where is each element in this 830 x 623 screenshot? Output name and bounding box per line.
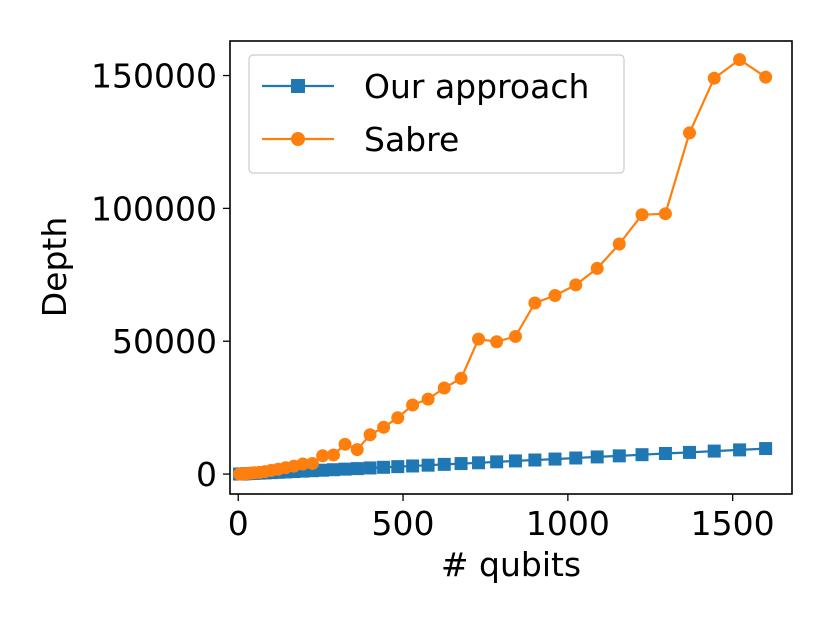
data-point (327, 463, 341, 477)
data-point (296, 457, 310, 471)
x-tick-label: 0 (228, 504, 249, 543)
data-point (569, 451, 583, 465)
data-point (548, 289, 562, 303)
data-point (406, 398, 420, 412)
data-point (548, 452, 562, 466)
data-point (490, 455, 504, 469)
data-point (528, 453, 542, 467)
data-point (707, 71, 721, 85)
data-point (635, 208, 649, 222)
x-tick-label: 1500 (691, 504, 775, 543)
data-point (682, 126, 696, 140)
y-tick-label: 150000 (91, 57, 217, 96)
series-layer (233, 53, 773, 481)
data-point (635, 448, 649, 462)
data-point (682, 445, 696, 459)
data-point (350, 462, 364, 476)
x-tick-label: 500 (372, 504, 435, 543)
plot-frame (229, 40, 793, 495)
data-point (338, 437, 352, 451)
legend-marker-our-approach (291, 79, 305, 93)
data-point (508, 329, 522, 343)
data-point (350, 443, 364, 457)
data-point (454, 371, 468, 385)
data-point (406, 459, 420, 473)
data-point (733, 53, 747, 67)
data-point (316, 463, 330, 477)
y-tick-label: 100000 (91, 189, 217, 228)
y-tick-label: 50000 (112, 322, 217, 361)
legend-box (248, 54, 625, 174)
legend-marker-sabre (291, 132, 305, 146)
data-point (759, 70, 773, 84)
data-point (590, 450, 604, 464)
data-point (421, 392, 435, 406)
data-point (421, 458, 435, 472)
data-point (612, 449, 626, 463)
data-point (377, 460, 391, 474)
data-point (759, 442, 773, 456)
data-point (490, 335, 504, 349)
x-tick-label: 1000 (526, 504, 610, 543)
data-point (590, 261, 604, 275)
legend-label-our-approach: Our approach (364, 67, 589, 106)
data-point (305, 456, 319, 470)
data-point (437, 381, 451, 395)
data-point (338, 462, 352, 476)
data-point (658, 446, 672, 460)
series-sabre (233, 53, 773, 481)
data-point (454, 457, 468, 471)
data-point (508, 454, 522, 468)
data-point (612, 237, 626, 251)
x-axis-label: # qubits (441, 545, 581, 584)
data-point (707, 444, 721, 458)
data-point (327, 448, 341, 462)
data-point (391, 411, 405, 425)
data-point (363, 461, 377, 475)
axis-ticks: 0 500 1000 1500 0 50000 100000 150000 (91, 57, 775, 543)
data-point (528, 296, 542, 310)
data-point (377, 420, 391, 434)
data-point (391, 460, 405, 474)
data-point (437, 457, 451, 471)
data-point (472, 456, 486, 470)
legend-label-sabre: Sabre (364, 120, 459, 159)
y-axis-label: Depth (35, 217, 74, 318)
data-point (569, 278, 583, 292)
y-tick-label: 0 (196, 455, 217, 494)
legend: Our approach Sabre (248, 54, 625, 174)
data-point (733, 443, 747, 457)
data-point (316, 449, 330, 463)
plot-area (229, 40, 793, 495)
data-point (363, 428, 377, 442)
data-point (472, 332, 486, 346)
data-point (658, 207, 672, 221)
